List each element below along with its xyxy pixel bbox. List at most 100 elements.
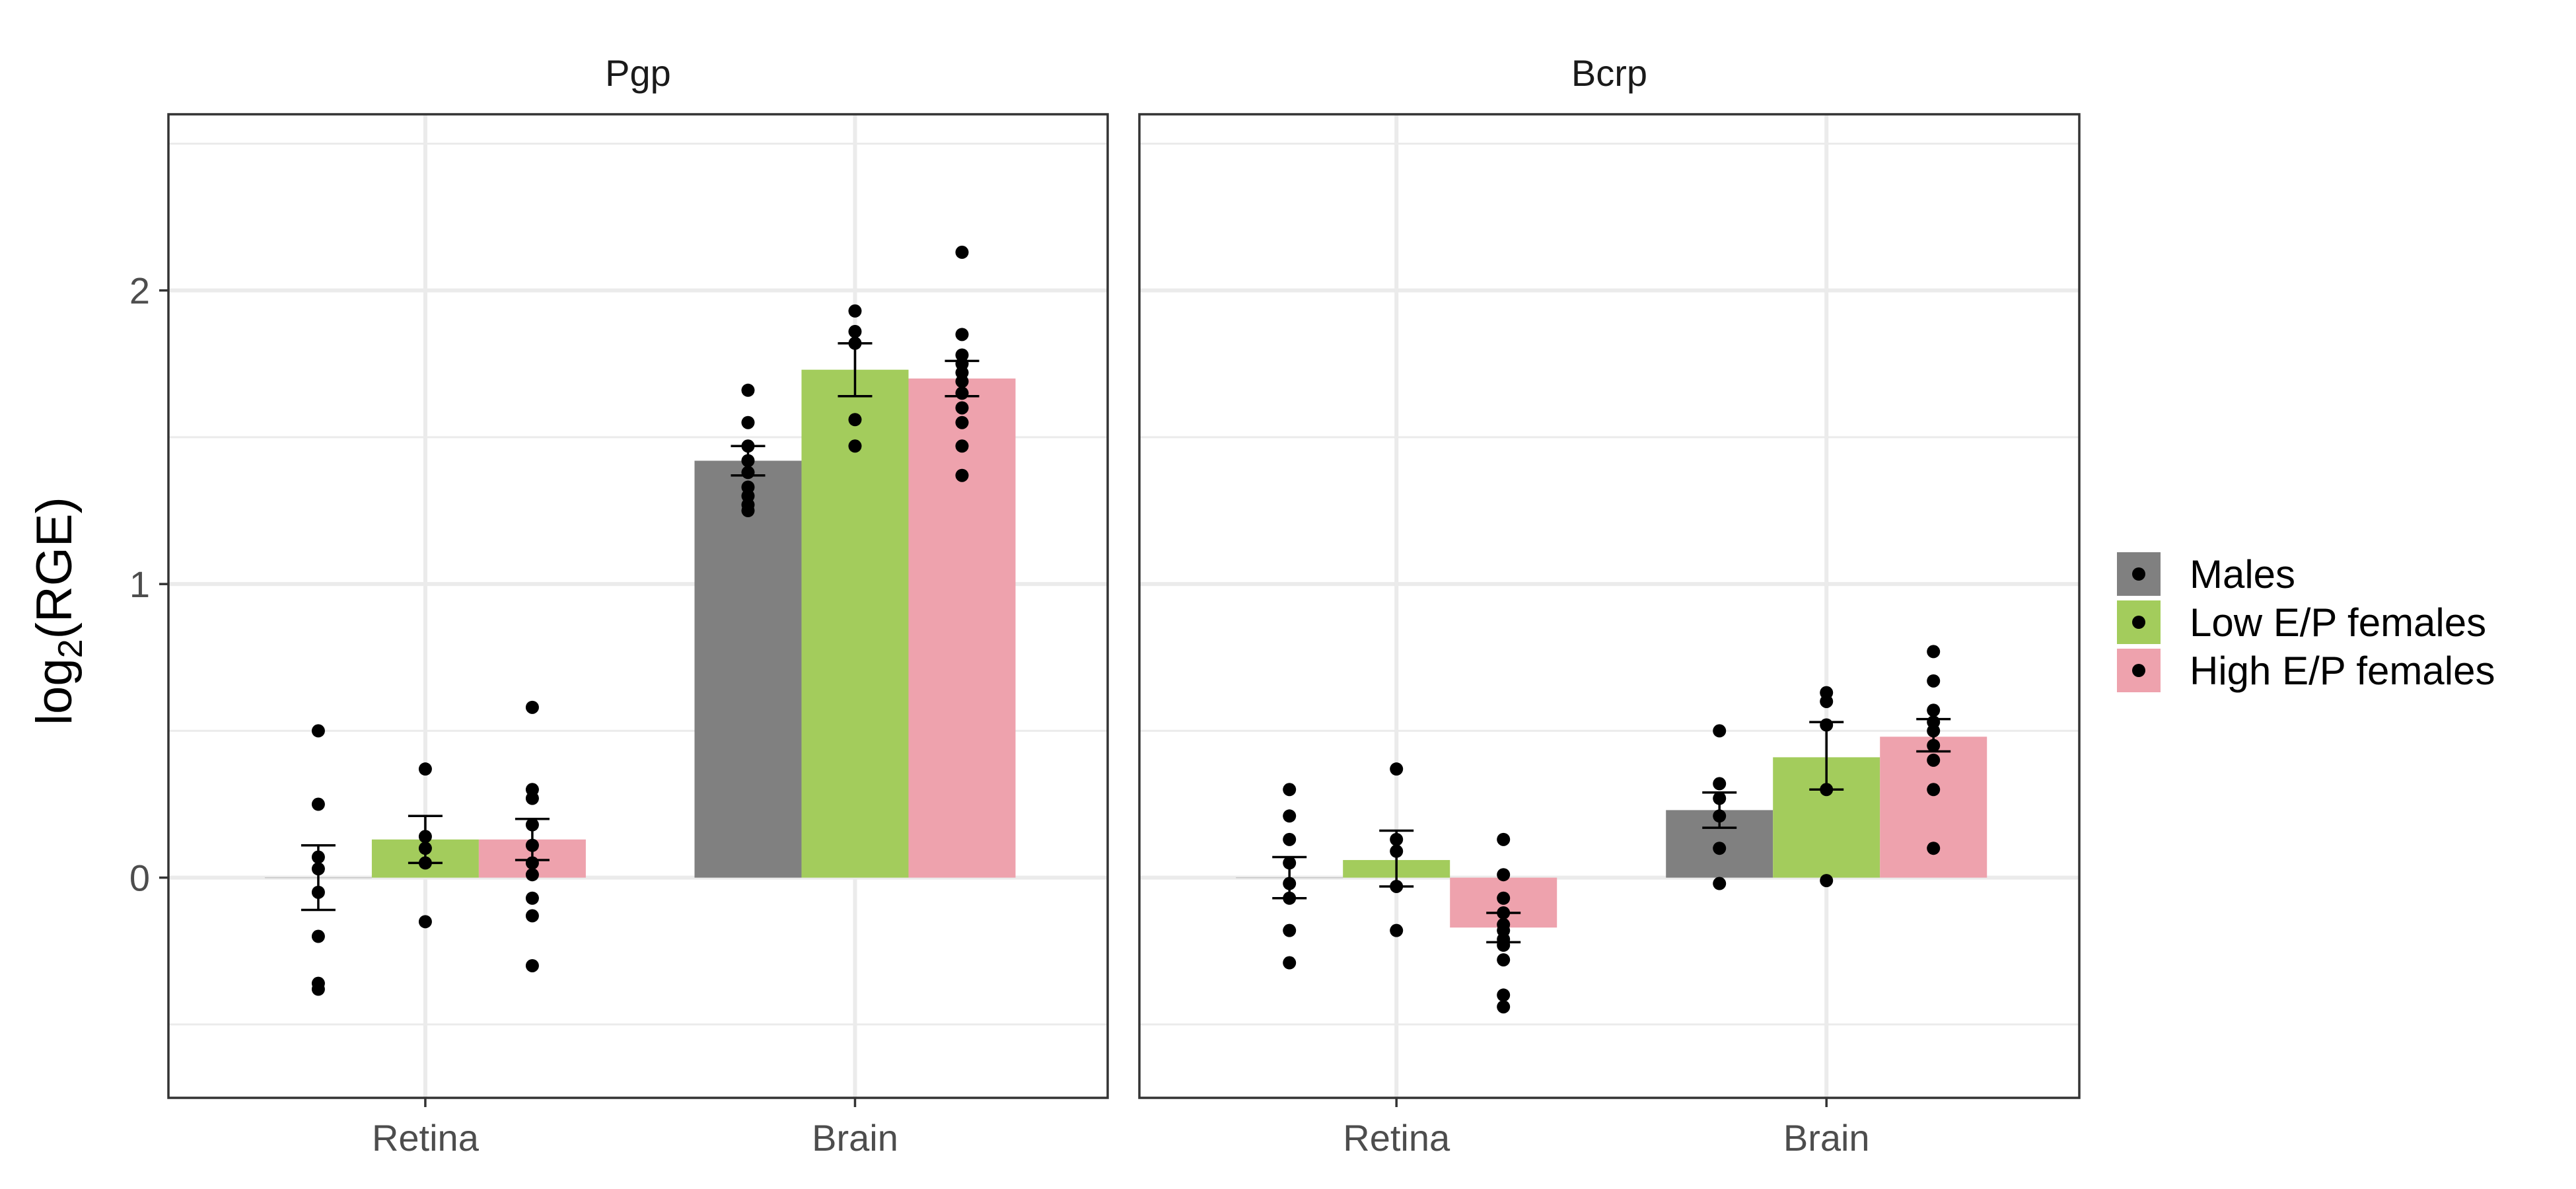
data-point <box>848 439 862 453</box>
data-point <box>1283 923 1297 937</box>
legend-key-point <box>2132 567 2145 581</box>
panel-border <box>1138 113 2081 1099</box>
data-point <box>1497 988 1511 1002</box>
data-point <box>1283 832 1297 846</box>
data-point <box>311 885 325 899</box>
data-point <box>1497 868 1511 882</box>
data-point <box>1927 739 1941 752</box>
data-point <box>1497 832 1511 846</box>
y-axis-title-subscript: 2 <box>52 639 90 658</box>
data-point <box>525 891 539 905</box>
bar-low-e-p-females-brain <box>801 369 909 878</box>
data-point <box>1283 856 1297 870</box>
data-point <box>955 401 969 415</box>
data-point <box>1927 703 1941 717</box>
data-point <box>1927 674 1941 688</box>
data-point <box>1927 753 1941 767</box>
panel-pgp: Pgp Retina Brain 0 1 2 <box>129 52 1109 1159</box>
data-point <box>1713 842 1727 855</box>
data-point <box>1283 877 1297 890</box>
data-point <box>1390 879 1404 893</box>
data-point <box>848 324 862 338</box>
data-point <box>955 386 969 400</box>
y-tick-label: 0 <box>129 857 150 899</box>
data-point <box>848 304 862 318</box>
data-point <box>1390 832 1404 846</box>
data-point <box>848 413 862 427</box>
data-point <box>1713 791 1727 805</box>
bar-males-brain <box>694 460 802 878</box>
data-point <box>525 791 539 805</box>
data-point <box>525 700 539 714</box>
legend-key-point <box>2132 616 2145 629</box>
data-point <box>311 982 325 996</box>
data-point <box>1283 956 1297 970</box>
x-tick-label: Brain <box>1783 1117 1870 1159</box>
data-point <box>1927 724 1941 738</box>
x-tick-label: Retina <box>372 1117 480 1159</box>
data-point <box>525 868 539 882</box>
data-point <box>1927 645 1941 659</box>
data-point <box>1390 923 1404 937</box>
data-point <box>1713 777 1727 791</box>
data-point <box>1820 874 1834 888</box>
legend-item-males: Males <box>2117 552 2295 596</box>
data-point <box>1927 783 1941 797</box>
data-point <box>955 468 969 482</box>
data-point <box>955 328 969 342</box>
legend-key-point <box>2132 664 2145 677</box>
legend-item-low-e-p-females: Low E/P females <box>2117 600 2486 645</box>
panel-bcrp: Bcrp Retina Brain <box>1138 52 2081 1159</box>
y-axis-title-argument: (RGE) <box>26 497 83 639</box>
data-point <box>525 909 539 923</box>
data-point <box>955 439 969 453</box>
data-point <box>418 842 432 855</box>
data-point <box>311 724 325 738</box>
data-point <box>525 838 539 852</box>
data-point <box>741 454 755 468</box>
panel-title: Pgp <box>605 52 671 94</box>
bar-high-e-p-females-brain <box>908 378 1016 878</box>
data-point <box>1283 783 1297 797</box>
data-point <box>1497 953 1511 967</box>
data-point <box>1283 809 1297 823</box>
data-point <box>1820 783 1834 797</box>
data-point <box>1390 762 1404 776</box>
data-point <box>525 958 539 972</box>
data-point <box>311 929 325 943</box>
data-point <box>418 856 432 870</box>
x-tick-label: Retina <box>1343 1117 1450 1159</box>
data-point <box>741 415 755 429</box>
data-point <box>955 375 969 388</box>
data-point <box>525 818 539 832</box>
plot-panels: Pgp Retina Brain 0 1 2 Bcrp Retina Brain <box>129 52 2081 1159</box>
legend-item-high-e-p-females: High E/P females <box>2117 649 2495 693</box>
data-point <box>311 862 325 876</box>
data-point <box>741 383 755 397</box>
legend-label: Males <box>2190 552 2295 596</box>
data-point <box>1713 877 1727 890</box>
x-tick-label: Brain <box>812 1117 898 1159</box>
data-point <box>311 797 325 811</box>
data-point <box>1497 891 1511 905</box>
data-point <box>1820 694 1834 708</box>
data-point <box>1497 938 1511 952</box>
data-point <box>1497 1000 1511 1014</box>
y-tick-label: 2 <box>129 270 150 312</box>
data-point <box>1390 844 1404 858</box>
legend-label: High E/P females <box>2190 649 2495 693</box>
data-point <box>1820 718 1834 732</box>
data-point <box>741 504 755 518</box>
data-point <box>1283 891 1297 905</box>
data-point <box>525 856 539 870</box>
data-point <box>418 762 432 776</box>
panel-title: Bcrp <box>1571 52 1647 94</box>
data-point <box>955 245 969 259</box>
data-point <box>1927 842 1941 855</box>
data-point <box>1713 724 1727 738</box>
data-point <box>955 415 969 429</box>
data-point <box>848 336 862 350</box>
data-point <box>1713 809 1727 823</box>
